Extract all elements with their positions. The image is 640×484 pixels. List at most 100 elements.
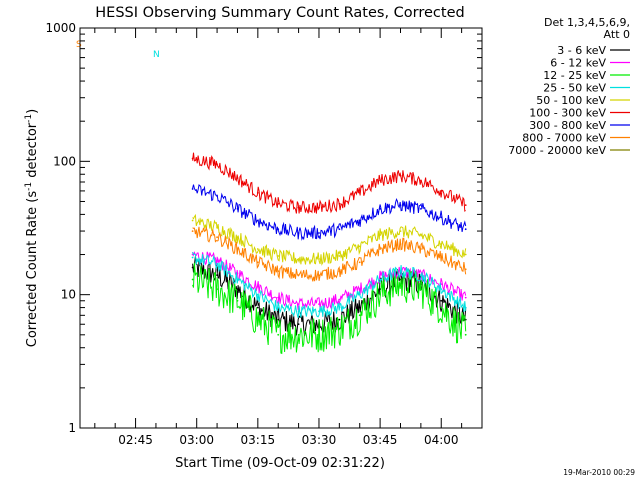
data-point-3-3 bbox=[256, 293, 259, 296]
data-point-7-10 bbox=[399, 243, 402, 245]
data-point-4-2 bbox=[236, 236, 239, 239]
legend-label-0: 3 - 6 keV bbox=[557, 44, 606, 57]
series-line-7 bbox=[192, 226, 467, 282]
data-point-3-11 bbox=[420, 274, 422, 277]
data-point-6-13 bbox=[464, 228, 467, 231]
legend-label-1: 6 - 12 keV bbox=[550, 57, 606, 70]
y-tick-label-2: 100 bbox=[53, 154, 76, 168]
data-point-1-7 bbox=[338, 298, 341, 301]
data-point-4-6 bbox=[318, 258, 320, 260]
data-point-0-5 bbox=[297, 323, 300, 326]
data-point-1-8 bbox=[358, 288, 361, 290]
data-point-2-8 bbox=[358, 314, 361, 317]
data-point-7-8 bbox=[358, 261, 361, 264]
data-point-1-3 bbox=[256, 285, 259, 288]
data-point-7-12 bbox=[440, 256, 443, 259]
data-point-7-9 bbox=[379, 248, 381, 250]
data-point-2-4 bbox=[277, 333, 280, 336]
x-tick-label-2: 03:15 bbox=[241, 433, 276, 447]
x-tick-label-3: 03:30 bbox=[302, 433, 337, 447]
data-point-6-11 bbox=[420, 208, 422, 210]
data-point-4-13 bbox=[464, 253, 467, 256]
data-point-4-0 bbox=[191, 219, 194, 222]
data-point-3-8 bbox=[358, 293, 361, 296]
data-point-1-4 bbox=[277, 296, 280, 299]
y-tick-label-1: 10 bbox=[61, 288, 76, 302]
data-point-6-7 bbox=[338, 228, 341, 231]
series-7 bbox=[191, 226, 467, 282]
series-0 bbox=[191, 256, 467, 337]
data-point-1-5 bbox=[297, 303, 300, 305]
y-axis-label: Corrected Count Rate (s-1 detector-1) bbox=[24, 109, 40, 347]
data-point-0-7 bbox=[338, 318, 341, 321]
data-point-2-7 bbox=[338, 328, 341, 331]
data-point-6-1 bbox=[216, 195, 219, 197]
data-point-3-13 bbox=[464, 306, 467, 309]
data-point-2-9 bbox=[379, 293, 381, 296]
data-point-1-2 bbox=[236, 272, 239, 275]
legend-header-line2: Att 0 bbox=[604, 28, 630, 41]
data-point-3-1 bbox=[216, 263, 219, 265]
data-point-5-12 bbox=[440, 190, 443, 192]
data-point-7-5 bbox=[297, 274, 300, 277]
data-point-6-9 bbox=[379, 208, 381, 210]
data-point-4-9 bbox=[379, 234, 381, 236]
data-point-5-1 bbox=[216, 163, 219, 166]
data-point-2-13 bbox=[464, 333, 467, 336]
data-point-2-2 bbox=[236, 299, 239, 302]
data-point-2-3 bbox=[256, 318, 259, 321]
data-point-7-1 bbox=[216, 236, 219, 239]
flag-label-1: N bbox=[153, 50, 160, 60]
data-point-6-12 bbox=[440, 216, 443, 219]
data-point-6-8 bbox=[358, 219, 361, 222]
y-tick-label-3: 1000 bbox=[45, 21, 76, 35]
legend-header-line1: Det 1,3,4,5,6,9, bbox=[544, 16, 630, 29]
series-line-6 bbox=[192, 184, 467, 241]
data-point-7-13 bbox=[464, 268, 467, 271]
legend-label-6: 300 - 800 keV bbox=[529, 119, 606, 132]
x-tick-label-5: 04:00 bbox=[424, 433, 459, 447]
data-point-4-7 bbox=[338, 255, 341, 257]
series-2 bbox=[191, 262, 467, 355]
data-point-1-6 bbox=[318, 303, 320, 305]
data-point-5-6 bbox=[318, 206, 320, 209]
x-tick-label-0: 02:45 bbox=[118, 433, 153, 447]
data-point-5-0 bbox=[191, 157, 194, 160]
series-3 bbox=[191, 251, 467, 319]
data-point-5-7 bbox=[338, 202, 341, 205]
series-line-5 bbox=[192, 152, 466, 214]
data-point-6-0 bbox=[191, 188, 194, 190]
x-tick-label-4: 03:45 bbox=[363, 433, 398, 447]
data-point-2-6 bbox=[318, 333, 320, 336]
data-point-2-0 bbox=[191, 278, 194, 281]
x-tick-label-1: 03:00 bbox=[179, 433, 214, 447]
data-point-3-12 bbox=[440, 288, 443, 290]
data-point-6-10 bbox=[399, 204, 402, 207]
data-point-4-5 bbox=[297, 258, 300, 260]
legend-label-7: 800 - 7000 keV bbox=[522, 132, 606, 145]
data-point-5-9 bbox=[379, 179, 381, 182]
data-point-4-11 bbox=[420, 234, 422, 236]
plot-frame bbox=[79, 27, 483, 429]
data-point-7-3 bbox=[256, 261, 259, 264]
data-point-6-3 bbox=[256, 219, 259, 222]
data-point-0-2 bbox=[236, 288, 239, 290]
data-point-3-4 bbox=[277, 306, 280, 309]
data-point-3-10 bbox=[399, 270, 402, 273]
legend-label-2: 12 - 25 keV bbox=[543, 69, 606, 82]
data-point-0-12 bbox=[440, 299, 443, 302]
data-point-4-1 bbox=[216, 226, 219, 229]
data-point-2-11 bbox=[420, 288, 422, 290]
data-point-3-2 bbox=[236, 278, 239, 281]
flag-label-0: S bbox=[76, 40, 82, 50]
data-point-2-1 bbox=[216, 288, 219, 290]
data-point-7-2 bbox=[236, 248, 239, 250]
timestamp: 19-Mar-2010 00:29 bbox=[563, 468, 635, 477]
series-6 bbox=[191, 184, 467, 241]
legend-label-5: 100 - 300 keV bbox=[529, 107, 606, 120]
data-point-1-9 bbox=[379, 276, 381, 279]
data-point-7-4 bbox=[277, 270, 280, 273]
data-point-0-8 bbox=[358, 306, 361, 309]
x-axis-label: Start Time (09-Oct-09 02:31:22) bbox=[175, 456, 385, 471]
